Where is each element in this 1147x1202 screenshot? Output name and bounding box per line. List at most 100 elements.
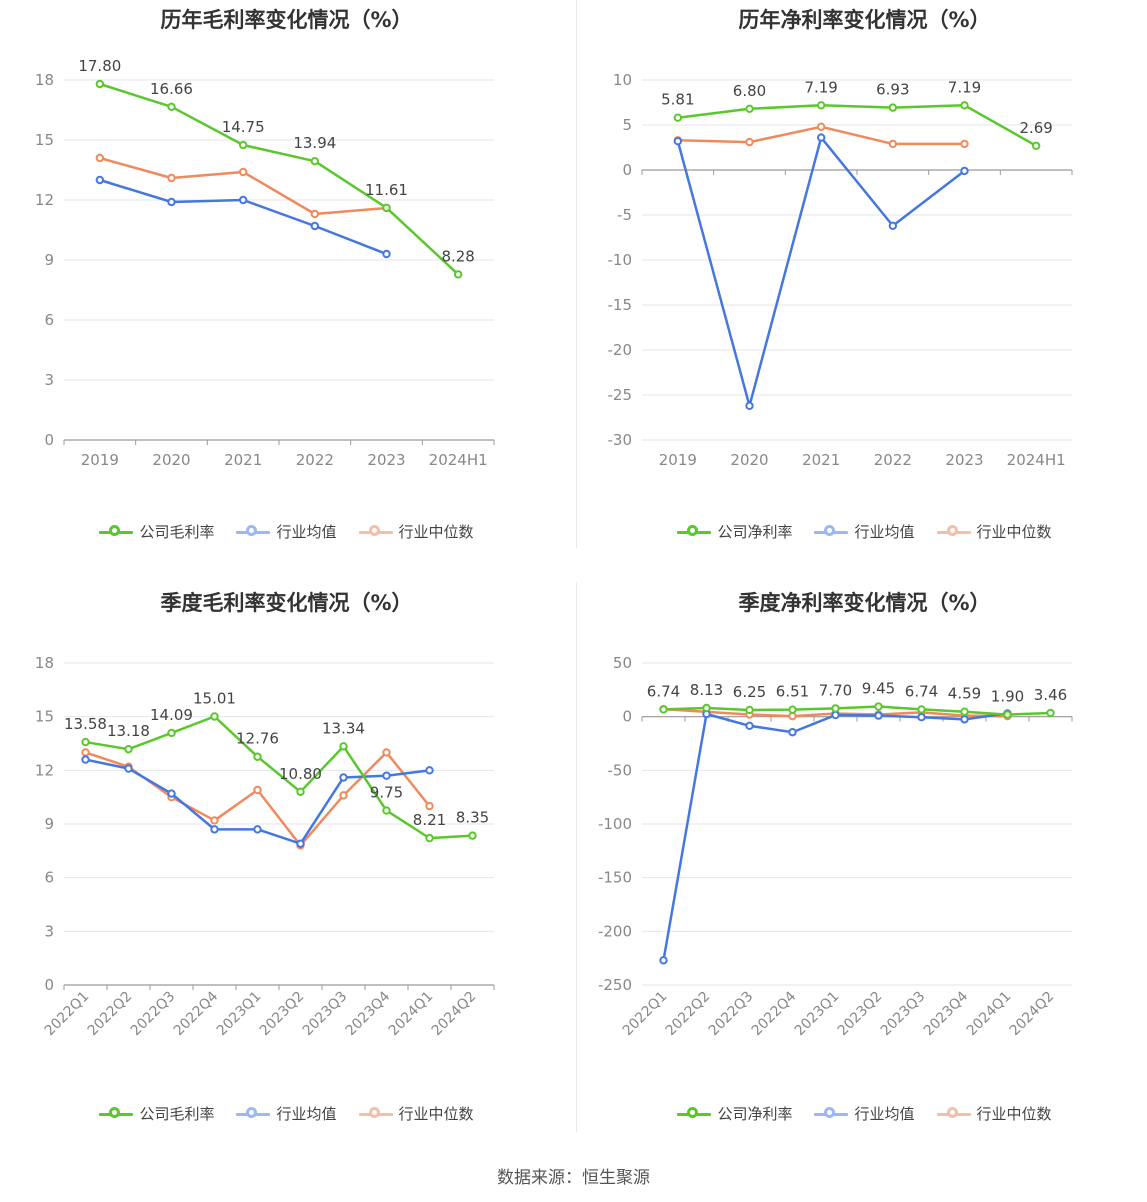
company-point [382,806,391,815]
data-label: 5.81 [661,91,694,109]
legend-item-industry-median[interactable]: 行业中位数 [936,1103,1052,1124]
data-label: 6.51 [776,683,809,701]
industry-average-point [673,137,683,146]
x-tick-label: 2022Q4 [749,988,800,1039]
y-tick-label: -5 [617,206,632,224]
company-line [663,705,1051,716]
y-tick-label: 9 [44,251,54,269]
company-point [382,203,391,213]
legend-line-icon [677,1106,712,1122]
x-tick-label: 2024Q1 [386,989,437,1040]
y-tick-label: 15 [35,708,54,726]
legend-item-industry-median[interactable]: 行业中位数 [936,521,1052,542]
x-tick-label: 2022 [874,451,912,469]
legend-item-industry-median[interactable]: 行业中位数 [358,1103,474,1124]
x-tick-label: 2023Q1 [214,989,265,1040]
company-point [917,705,926,714]
legend-item-company[interactable]: 公司净利率 [677,1103,792,1124]
chart-panel-annual-net-margin: 历年净利率变化情况（%） -30 -25 -20 -15 -10 -5 0 5 10 2019 20… [578,0,1147,583]
company-point [310,157,320,166]
company-point [210,712,219,721]
industry-median-point [382,748,391,757]
legend-line-icon [358,1106,393,1122]
company-line [677,104,1037,147]
data-label: 7.19 [804,78,837,96]
y-tick-label: 15 [35,131,54,149]
company-line [85,715,473,840]
y-tick-label: -20 [608,341,633,359]
industry-median-point [425,801,434,811]
legend-item-industry-average[interactable]: 行业均值 [814,1103,915,1124]
company-point [468,831,477,840]
y-tick-label: -15 [608,296,633,314]
legend-item-industry-average[interactable]: 行业均值 [236,1103,337,1124]
data-label: 15.01 [193,689,236,707]
industry-average-point [816,133,826,142]
company-point [659,705,668,714]
y-tick-label: 18 [35,654,54,672]
legend-line-icon [99,1106,134,1122]
legend-item-industry-average[interactable]: 行业均值 [814,521,915,542]
company-point [788,705,797,714]
industry-median-point [238,167,248,177]
legend-line-icon [236,1106,271,1122]
x-tick-label: 2022Q3 [706,989,757,1040]
chart-panel-annual-gross-margin: 历年毛利率变化情况（%） 0 3 6 9 12 15 18 2019 2020 2021 2022 2… [0,0,573,583]
y-tick-label: 10 [613,71,632,89]
industry-average-point [745,721,754,730]
company-point [425,833,434,843]
company-point [888,103,898,112]
x-tick-label: 2023Q3 [300,989,351,1040]
legend-label: 行业中位数 [976,1105,1052,1123]
chart-plot: 0 3 6 9 12 15 18 2022Q12022Q22022Q32022Q42023Q1… [35,654,495,1040]
legend-label: 公司毛利率 [139,523,215,541]
industry-average-point [124,764,133,773]
panel-divider-top [576,0,577,548]
industry-average-point [310,221,320,231]
data-label: 7.70 [819,681,852,699]
data-label: 6.93 [876,81,909,99]
data-label: 14.75 [222,118,265,136]
legend-line-icon [236,524,271,540]
industry-average-point [425,766,434,775]
x-tick-label: 2022Q3 [128,989,179,1040]
industry-median-point [253,785,262,795]
x-tick-label: 2021 [224,451,262,469]
legend-line-icon [936,524,971,540]
x-tick-label: 2022Q2 [663,989,714,1040]
industry-average-line [676,136,966,408]
company-point [960,101,969,110]
y-tick-label: 0 [622,161,632,179]
legend-item-company[interactable]: 公司毛利率 [99,521,214,542]
x-tick-label: 2023 [945,451,983,469]
y-tick-label: -50 [608,761,633,779]
industry-average-point [95,175,105,185]
industry-average-point [238,195,248,205]
company-point [95,79,105,89]
legend-item-company[interactable]: 公司净利率 [677,521,792,542]
y-tick-label: -100 [598,815,632,833]
x-tick-label: 2023Q4 [343,988,394,1039]
legend-label: 行业均值 [854,523,915,541]
data-label: 2.69 [1019,119,1052,137]
company-point [745,104,754,114]
data-label: 8.35 [456,809,489,827]
legend-item-industry-average[interactable]: 行业均值 [236,521,337,542]
legend-item-company[interactable]: 公司毛利率 [99,1103,214,1124]
legend-line-icon [936,1106,971,1122]
legend-line-icon [814,1106,849,1122]
y-tick-label: 50 [613,654,632,672]
industry-median-point [788,711,797,721]
industry-median-line [99,156,387,216]
data-label: 13.94 [293,134,336,152]
chart-plot: 0 3 6 9 12 15 18 2019 2020 2021 2022 2023 2024H1 17.8… [35,57,495,469]
data-label: 16.66 [150,80,193,98]
legend-item-industry-median[interactable]: 行业中位数 [358,521,474,542]
x-tick-label: 2020 [152,451,190,469]
company-point [745,705,754,715]
chart-title: 季度净利率变化情况（%） [738,591,991,615]
y-tick-label: 9 [44,815,54,833]
industry-average-point [382,249,391,259]
chart-title: 季度毛利率变化情况（%） [160,591,413,615]
chart-legend: 公司毛利率 行业均值 行业中位数 [0,521,573,542]
